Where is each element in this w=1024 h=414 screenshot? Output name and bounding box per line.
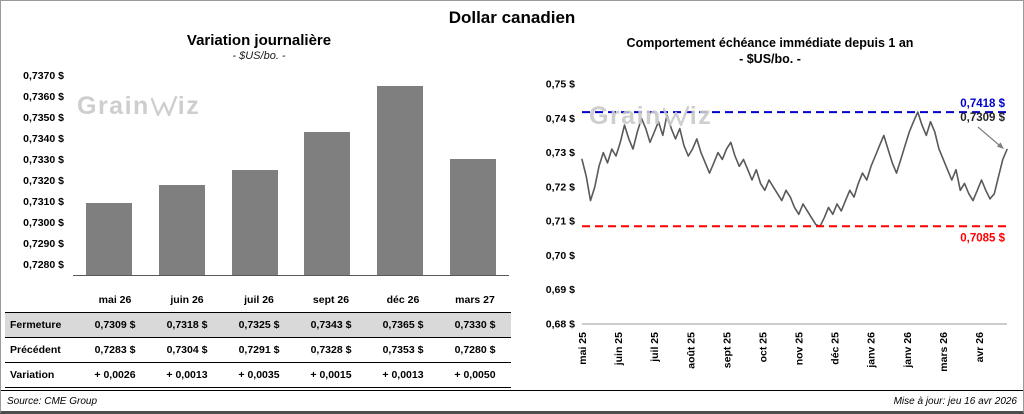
y-axis-tick-label: 0,7280 $ xyxy=(23,259,64,272)
x-axis-tick-label: janv 26 xyxy=(866,332,878,369)
row-label: Précédent xyxy=(10,344,61,356)
month-header: sept 26 xyxy=(312,294,350,306)
table-row-precedent: Précédent 0,7283 $ 0,7304 $ 0,7291 $ 0,7328 … xyxy=(5,337,511,363)
watermark-text-suffix: iz xyxy=(177,92,201,120)
value-cell: 0,7318 $ xyxy=(166,319,208,331)
x-axis-tick-label: sept 25 xyxy=(721,332,733,368)
bar xyxy=(449,159,496,275)
last-value-label: 0,7309 $ xyxy=(960,112,1005,124)
value-cell: + 0,0035 xyxy=(238,369,280,381)
value-cell: 0,7325 $ xyxy=(238,319,280,331)
bar xyxy=(86,203,133,275)
bar xyxy=(304,131,351,275)
bar xyxy=(231,169,278,275)
value-cell: 0,7280 $ xyxy=(454,344,496,356)
table-corner-cell xyxy=(5,288,79,313)
grainwiz-watermark: Grain iz xyxy=(77,94,200,119)
x-axis-tick-label: déc 25 xyxy=(830,332,842,365)
month-header: déc 26 xyxy=(386,294,420,306)
y-axis-tick-label: 0,69 $ xyxy=(546,284,575,296)
pulse-w-icon xyxy=(150,95,177,117)
y-axis-tick-label: 0,7340 $ xyxy=(23,133,64,146)
y-axis-tick-label: 0,7290 $ xyxy=(23,238,64,251)
y-axis-tick-label: 0,70 $ xyxy=(546,250,575,262)
y-axis-tick-label: 0,71 $ xyxy=(546,216,575,228)
value-cell: 0,7353 $ xyxy=(382,344,424,356)
x-axis-tick-label: janv 26 xyxy=(902,332,914,369)
row-label: Fermeture xyxy=(10,319,62,331)
value-cell: 0,7343 $ xyxy=(310,319,352,331)
annotation-arrowhead-icon xyxy=(996,142,1004,149)
x-axis-tick-label: août 25 xyxy=(685,332,697,369)
bar-chart-y-axis: 0,7370 $ 0,7360 $ 0,7350 $ 0,7340 $ 0,7330 $… xyxy=(1,70,73,276)
value-cell: 0,7291 $ xyxy=(238,344,280,356)
y-axis-tick-label: 0,68 $ xyxy=(546,319,575,331)
value-cell: 0,7304 $ xyxy=(166,344,208,356)
bar-chart-title: Variation journalière xyxy=(186,32,332,49)
y-axis-tick-label: 0,73 $ xyxy=(546,147,575,159)
x-axis-tick-label: mars 26 xyxy=(938,332,950,372)
table-row-fermeture: Fermeture 0,7309 $ 0,7318 $ 0,7325 $ 0,7343 … xyxy=(5,312,511,338)
updated-note: Mise à jour: jeu 16 avr 2026 xyxy=(893,395,1017,407)
footer: Source: CME Group Mise à jour: jeu 16 av… xyxy=(1,390,1023,411)
min-value-label: 0,7085 $ xyxy=(960,232,1005,244)
line-chart-subtitle: - $US/bo. - xyxy=(739,52,801,66)
value-cell: 0,7330 $ xyxy=(454,319,496,331)
page-title: Dollar canadien xyxy=(448,8,576,27)
annotation-arrow-icon xyxy=(977,126,1000,146)
y-axis-tick-label: 0,7350 $ xyxy=(23,112,64,125)
row-label: Variation xyxy=(10,369,55,381)
value-cell: + 0,0050 xyxy=(454,369,496,381)
bar-chart: 0,7370 $ 0,7360 $ 0,7350 $ 0,7340 $ 0,7330 $… xyxy=(1,70,517,276)
bar xyxy=(158,184,205,275)
contracts-table: mai 26 juin 26 juil 26 sept 26 déc 26 mars 27… xyxy=(5,288,511,388)
y-axis-tick-label: 0,7320 $ xyxy=(23,175,64,188)
bar-chart-plot: Grain iz xyxy=(73,76,509,276)
one-year-panel: Comportement échéance immédiate depuis 1… xyxy=(517,28,1023,390)
daily-variation-panel: Variation journalière - $US/bo. - 0,7370… xyxy=(1,28,517,390)
line-chart-title: Comportement échéance immédiate depuis 1… xyxy=(626,36,914,50)
value-cell: + 0,0013 xyxy=(382,369,424,381)
watermark-text-prefix: Grain xyxy=(77,92,150,120)
month-header: mai 26 xyxy=(98,294,132,306)
value-cell: 0,7283 $ xyxy=(94,344,136,356)
y-axis-tick-label: 0,7310 $ xyxy=(23,196,64,209)
value-cell: 0,7309 $ xyxy=(94,319,136,331)
x-axis-tick-label: oct 25 xyxy=(758,332,770,363)
y-axis-tick-label: 0,7330 $ xyxy=(23,154,64,167)
x-axis-tick-label: juin 25 xyxy=(613,332,625,366)
max-value-label: 0,7418 $ xyxy=(960,98,1005,110)
y-axis-tick-label: 0,72 $ xyxy=(546,181,575,193)
line-chart-svg: 0,75 $ 0,74 $ 0,73 $ 0,72 $ 0,71 $ 0,70 $ 0,69… xyxy=(546,79,1008,372)
bar xyxy=(376,85,423,275)
value-cell: + 0,0026 xyxy=(94,369,136,381)
content: Variation journalière - $US/bo. - 0,7370… xyxy=(1,28,1023,390)
month-header: juil 26 xyxy=(244,294,274,306)
value-cell: 0,7365 $ xyxy=(382,319,424,331)
month-header: juin 26 xyxy=(170,294,204,306)
month-header: mars 27 xyxy=(455,294,495,306)
x-axis-tick-label: avr 26 xyxy=(974,332,986,363)
y-axis-tick-label: 0,74 $ xyxy=(546,113,575,125)
x-axis-tick-label: juil 25 xyxy=(649,332,661,363)
value-cell: 0,7328 $ xyxy=(310,344,352,356)
x-axis-tick-label: mai 25 xyxy=(577,332,589,365)
table-header-row: mai 26 juin 26 juil 26 sept 26 déc 26 mars 27 xyxy=(5,288,511,313)
value-cell: + 0,0015 xyxy=(310,369,352,381)
table-row-variation: Variation + 0,0026 + 0,0013 + 0,0035 + 0,001… xyxy=(5,362,511,388)
line-chart: 0,75 $ 0,74 $ 0,73 $ 0,72 $ 0,71 $ 0,70 $ 0,69… xyxy=(527,68,1023,385)
price-line-series xyxy=(581,111,1008,228)
y-axis-tick-label: 0,7300 $ xyxy=(23,217,64,230)
y-axis-tick-label: 0,7370 $ xyxy=(23,70,64,82)
source-note: Source: CME Group xyxy=(7,395,98,407)
y-axis-tick-label: 0,7360 $ xyxy=(23,91,64,104)
x-axis-tick-label: nov 25 xyxy=(794,332,806,365)
value-cell: + 0,0013 xyxy=(166,369,208,381)
bar-chart-subtitle: - $US/bo. - xyxy=(232,50,286,62)
y-axis-tick-label: 0,75 $ xyxy=(546,79,575,91)
